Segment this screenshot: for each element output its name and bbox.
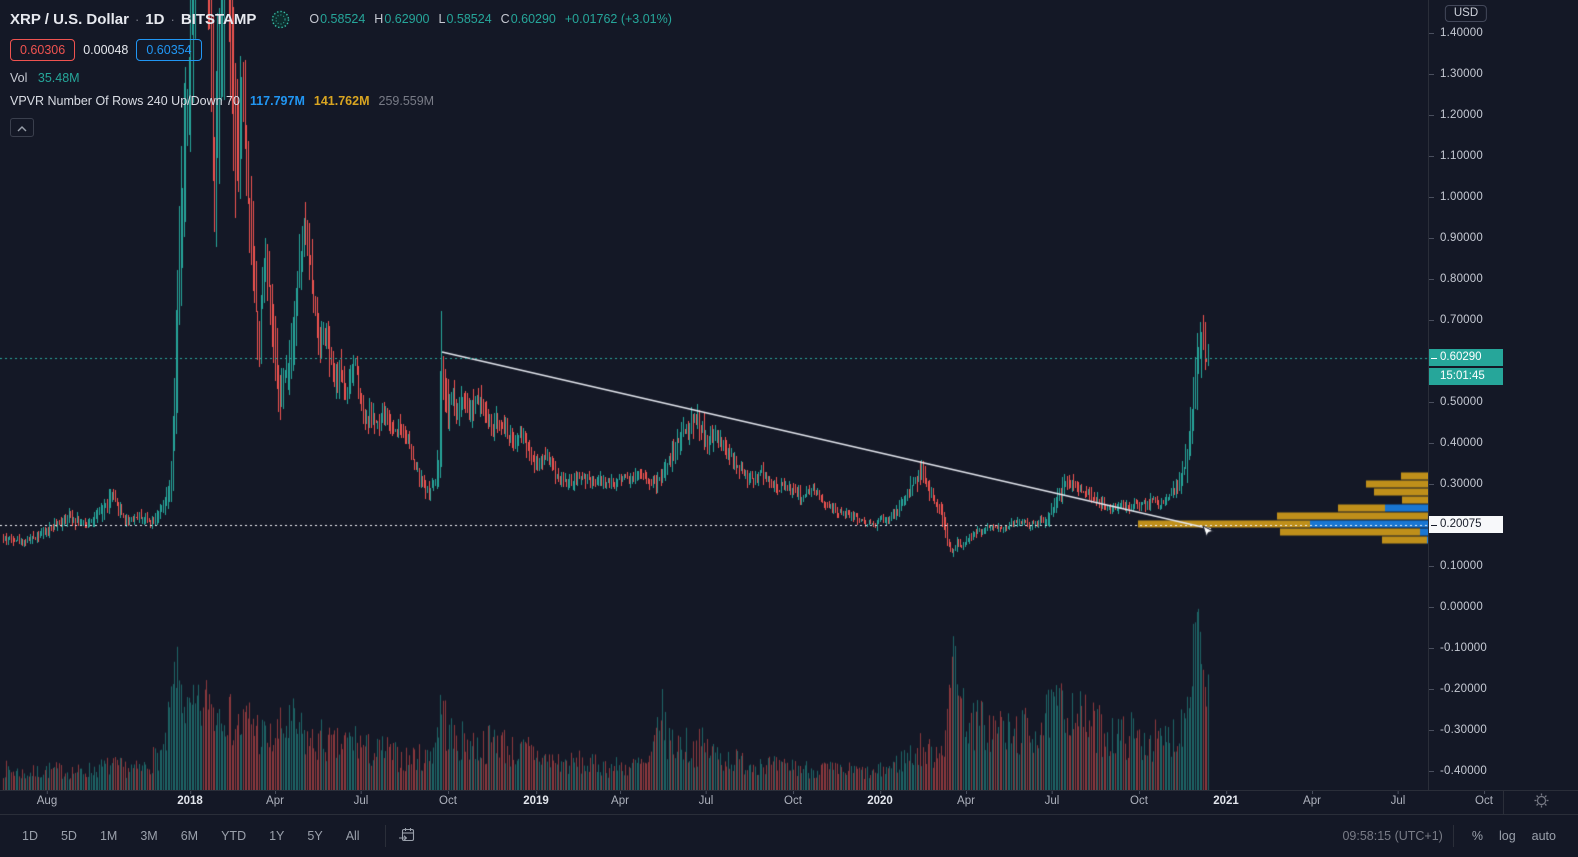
interval-label[interactable]: 1D bbox=[145, 10, 165, 28]
time-tick: Jul bbox=[1044, 791, 1060, 807]
ask-price-button[interactable]: 0.60354 bbox=[136, 39, 202, 61]
price-chart-canvas[interactable] bbox=[0, 0, 1503, 790]
time-tick: Apr bbox=[266, 791, 284, 807]
time-tick-year: 2021 bbox=[1213, 791, 1239, 807]
price-tick: 1.00000 bbox=[1429, 191, 1503, 203]
range-button-ytd[interactable]: YTD bbox=[213, 825, 254, 847]
price-tick: -0.10000 bbox=[1429, 642, 1503, 654]
quote-row: 0.60306 0.00048 0.60354 bbox=[10, 38, 681, 62]
time-tick: Apr bbox=[957, 791, 975, 807]
chevron-up-icon bbox=[17, 120, 27, 135]
auto-scale-button[interactable]: auto bbox=[1524, 825, 1564, 847]
bid-price-button[interactable]: 0.60306 bbox=[10, 39, 76, 61]
exchange-name[interactable]: BITSTAMP bbox=[180, 10, 257, 28]
low-value: 0.58524 bbox=[446, 12, 492, 26]
price-tick: 0.70000 bbox=[1429, 314, 1503, 326]
price-tick: 1.10000 bbox=[1429, 150, 1503, 162]
range-button-5y[interactable]: 5Y bbox=[299, 825, 330, 847]
symbol-row: XRP / U.S. Dollar · 1D · BITSTAMP O 0.58… bbox=[10, 8, 681, 30]
time-tick: Oct bbox=[1130, 791, 1148, 807]
time-tick: Oct bbox=[1475, 791, 1493, 807]
price-tick: 0.40000 bbox=[1429, 437, 1503, 449]
volume-value: 35.48M bbox=[37, 71, 80, 85]
time-tick: Apr bbox=[1303, 791, 1321, 807]
percent-scale-button[interactable]: % bbox=[1464, 825, 1491, 847]
time-tick: Oct bbox=[439, 791, 457, 807]
price-tick: 0.00000 bbox=[1429, 601, 1503, 613]
vpvr-up-volume-value: 117.797M bbox=[249, 94, 305, 108]
separator: · bbox=[134, 11, 140, 27]
gear-icon bbox=[1534, 793, 1549, 813]
go-to-date-button[interactable] bbox=[396, 825, 417, 848]
change-value: +0.01762 (+3.01%) bbox=[564, 12, 672, 26]
current-price-label: 0.60290 bbox=[1429, 349, 1503, 366]
chart-legend: XRP / U.S. Dollar · 1D · BITSTAMP O 0.58… bbox=[10, 8, 681, 137]
volume-row: Vol 35.48M bbox=[10, 71, 681, 87]
bar-countdown-label: 15:01:45 bbox=[1429, 368, 1503, 385]
bottom-toolbar: 1D 5D 1M 3M 6M YTD 1Y 5Y All 09:58:15 (UTC+1) % bbox=[0, 814, 1578, 857]
axis-options: 09:58:15 (UTC+1) % log auto bbox=[1342, 825, 1564, 847]
low-label: L bbox=[438, 12, 446, 26]
price-tick: 1.40000 bbox=[1429, 27, 1503, 39]
range-button-1m[interactable]: 1M bbox=[92, 825, 125, 847]
ohlc-values: O 0.58524 H 0.62900 L 0.58524 C 0.60290 … bbox=[309, 12, 681, 26]
time-tick: Aug bbox=[36, 791, 58, 807]
log-scale-button[interactable]: log bbox=[1491, 825, 1524, 847]
currency-axis-button[interactable]: USD bbox=[1444, 5, 1488, 22]
legend-collapse-button[interactable] bbox=[10, 118, 34, 137]
range-button-all[interactable]: All bbox=[338, 825, 368, 847]
price-tick: 1.30000 bbox=[1429, 68, 1503, 80]
exchange-logo-icon bbox=[270, 9, 291, 30]
time-tick-year: 2020 bbox=[867, 791, 893, 807]
open-value: 0.58524 bbox=[320, 12, 366, 26]
range-button-1d[interactable]: 1D bbox=[14, 825, 46, 847]
price-axis[interactable]: USD 1.40000 1.30000 1.20000 1.10000 1.00000 0… bbox=[1428, 0, 1503, 790]
price-tick: 0.80000 bbox=[1429, 273, 1503, 285]
price-tick: 0.10000 bbox=[1429, 560, 1503, 572]
price-tick: 0.30000 bbox=[1429, 478, 1503, 490]
symbol-title[interactable]: XRP / U.S. Dollar bbox=[10, 10, 129, 28]
spread-value: 0.00048 bbox=[83, 43, 129, 57]
vpvr-down-volume-value: 141.762M bbox=[313, 94, 370, 108]
time-tick: Oct bbox=[784, 791, 802, 807]
toolbar-divider bbox=[1452, 825, 1454, 847]
clock-timezone[interactable]: 09:58:15 (UTC+1) bbox=[1342, 829, 1443, 843]
vpvr-indicator-title[interactable]: VPVR Number Of Rows 240 Up/Down 70 bbox=[10, 94, 240, 108]
calendar-icon bbox=[398, 827, 415, 846]
range-button-6m[interactable]: 6M bbox=[173, 825, 206, 847]
time-tick: Apr bbox=[611, 791, 629, 807]
chart-pane: XRP / U.S. Dollar · 1D · BITSTAMP O 0.58… bbox=[0, 0, 1503, 790]
price-tick: -0.30000 bbox=[1429, 724, 1503, 736]
close-value: 0.60290 bbox=[510, 12, 556, 26]
toolbar-divider bbox=[384, 825, 386, 847]
time-tick-year: 2019 bbox=[523, 791, 549, 807]
range-button-3m[interactable]: 3M bbox=[132, 825, 165, 847]
chart-settings-button[interactable] bbox=[1503, 791, 1578, 814]
time-tick: Jul bbox=[1390, 791, 1406, 807]
price-tick: -0.40000 bbox=[1429, 765, 1503, 777]
time-axis[interactable]: Aug 2018 Apr Jul Oct 2019 Apr Jul Oct 2020 Apr Jul O… bbox=[0, 790, 1578, 814]
price-tick: 0.50000 bbox=[1429, 396, 1503, 408]
drawing-price-label: 0.20075 bbox=[1429, 516, 1503, 533]
vpvr-indicator-row: VPVR Number Of Rows 240 Up/Down 70 117.7… bbox=[10, 94, 681, 110]
price-tick: 0.90000 bbox=[1429, 232, 1503, 244]
time-tick: Jul bbox=[698, 791, 714, 807]
volume-label[interactable]: Vol bbox=[10, 71, 28, 85]
price-tick: -0.20000 bbox=[1429, 683, 1503, 695]
high-value: 0.62900 bbox=[384, 12, 430, 26]
separator: · bbox=[170, 11, 175, 27]
high-label: H bbox=[374, 12, 384, 26]
time-tick: Jul bbox=[353, 791, 369, 807]
vpvr-total-volume-value: 259.559M bbox=[378, 94, 435, 108]
close-label: C bbox=[500, 12, 510, 26]
range-switcher: 1D 5D 1M 3M 6M YTD 1Y 5Y All bbox=[14, 825, 417, 848]
range-button-5d[interactable]: 5D bbox=[53, 825, 85, 847]
time-tick-year: 2018 bbox=[177, 791, 203, 807]
range-button-1y[interactable]: 1Y bbox=[261, 825, 292, 847]
price-tick: 1.20000 bbox=[1429, 109, 1503, 121]
open-label: O bbox=[309, 12, 320, 26]
